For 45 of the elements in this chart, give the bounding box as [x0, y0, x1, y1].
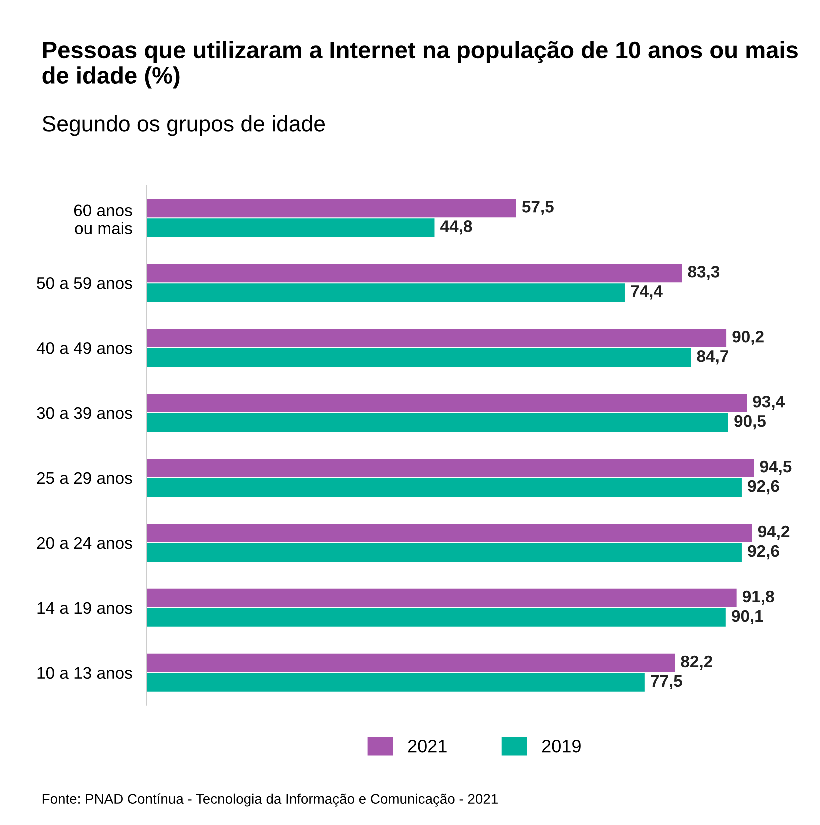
data-label: 83,3: [688, 266, 720, 280]
legend-label: 2021: [408, 740, 447, 753]
bar: [146, 588, 737, 608]
bar: [146, 284, 625, 302]
data-label: 90,1: [732, 610, 764, 625]
data-label: 92,6: [748, 545, 780, 560]
data-label: 93,4: [753, 396, 786, 410]
y-tick-label: 20 a 24 anos: [37, 537, 132, 550]
bar: [146, 394, 748, 413]
bar: [146, 608, 726, 627]
y-tick-label: 60 anos ou mais: [74, 204, 132, 234]
bar: [146, 458, 754, 478]
y-tick-label: 10 a 13 anos: [38, 667, 132, 680]
data-label: 82,2: [681, 656, 712, 670]
data-label: 91,8: [742, 590, 774, 606]
bar: [146, 329, 727, 348]
legend-label: 2019: [542, 740, 581, 753]
source-note: Fonte: PNAD Contínua - Tecnologia da Informação e Comunicação - 2021: [42, 794, 498, 807]
y-tick-label: 14 a 19 anos: [38, 602, 132, 614]
y-tick-label: 50 a 59 anos: [37, 277, 132, 290]
chart-subtitle: Segundo os grupos de idade: [42, 116, 326, 136]
bar: [146, 414, 728, 432]
y-tick-label: 40 a 49 anos: [36, 342, 132, 354]
data-label: 94,5: [760, 460, 792, 476]
data-label: 90,5: [734, 415, 766, 430]
data-label: 74,4: [631, 286, 663, 300]
data-label: 92,6: [748, 480, 780, 495]
bar: [146, 524, 752, 542]
bar: [146, 348, 692, 368]
bar: [146, 199, 516, 218]
bar: [146, 218, 435, 238]
data-label: 94,2: [758, 526, 790, 540]
data-label: 84,7: [697, 350, 728, 365]
bar: [146, 478, 742, 497]
y-tick-label: 30 a 39 anos: [37, 407, 132, 420]
chart-title: Pessoas que utilizaram a Internet na população de 10 anos ou mais de idade (%): [42, 41, 798, 89]
data-label: 57,5: [522, 201, 554, 216]
data-label: 44,8: [440, 220, 472, 235]
y-tick-label: 25 a 29 anos: [37, 472, 132, 484]
data-label: 90,2: [732, 330, 764, 346]
data-label: 77,5: [651, 675, 682, 690]
bar: [146, 264, 682, 283]
bar: [146, 543, 742, 562]
bar: [146, 673, 645, 692]
bar: [146, 654, 676, 672]
